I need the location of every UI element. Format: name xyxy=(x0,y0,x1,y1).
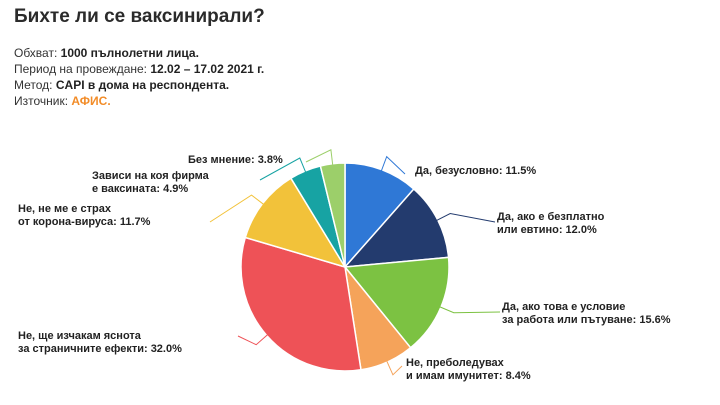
slice-label-line: Да, безусловно: 11.5% xyxy=(415,165,536,177)
meta-source-label: Източник: xyxy=(14,94,69,108)
leader-line-4 xyxy=(237,333,269,346)
meta-scope-label: Обхват: xyxy=(14,46,58,60)
slice-label-4: Не, ще изчакам яснота за страничните ефек… xyxy=(18,330,182,355)
slice-label-line: Не, преболедувах xyxy=(406,357,505,369)
slice-label-line: Зависи на коя фирма xyxy=(92,170,210,182)
slice-label-line: за страничните ефекти: 32.0% xyxy=(18,343,182,355)
slice-label-line: Без мнение: 3.8% xyxy=(188,154,283,166)
slice-label-line: от корона-вируса: 11.7% xyxy=(18,216,151,228)
meta-scope-value: 1000 пълнолетни лица. xyxy=(60,46,199,60)
meta-scope: Обхват: 1000 пълнолетни лица. xyxy=(14,45,264,61)
leader-line-1 xyxy=(435,212,496,223)
meta-method: Метод: CAPI в дома на респондента. xyxy=(14,77,264,93)
slice-label-7: Без мнение: 3.8% xyxy=(188,154,283,166)
meta-source-value: АФИС. xyxy=(71,94,111,108)
slice-label-0: Да, безусловно: 11.5% xyxy=(415,165,536,177)
meta-method-value: CAPI в дома на респондента. xyxy=(55,78,230,92)
leader-line-6 xyxy=(259,157,307,181)
survey-meta: Обхват: 1000 пълнолетни лица. Период на … xyxy=(14,45,264,109)
leader-line-5 xyxy=(209,194,265,223)
slice-label-line: или евтино: 12.0% xyxy=(497,224,597,236)
slice-label-line: Да, ако е безплатно xyxy=(497,211,605,223)
slice-label-line: Не, не ме е страх xyxy=(18,203,112,215)
slice-label-5: Не, не ме е страх от корона-вируса: 11.7% xyxy=(18,203,151,228)
meta-period: Период на провеждане: 12.02 – 17.02 2021… xyxy=(14,61,264,77)
slice-label-line: Не, ще изчакам яснота xyxy=(18,330,142,342)
meta-period-label: Период на провеждане: xyxy=(14,62,148,76)
leader-line-0 xyxy=(380,155,406,175)
leader-line-3 xyxy=(385,359,403,376)
leader-line-7 xyxy=(305,149,334,166)
slice-label-line: за работа или пътуване: 15.6% xyxy=(502,314,671,326)
meta-method-label: Метод: xyxy=(14,78,53,92)
meta-source: Източник: АФИС. xyxy=(14,93,264,109)
slice-label-line: Да, ако това е условие xyxy=(502,301,625,313)
slice-label-line: е ваксината: 4.9% xyxy=(92,183,188,195)
leader-line-2 xyxy=(438,306,501,314)
slice-label-6: Зависи на коя фирма е ваксината: 4.9% xyxy=(92,170,210,195)
slice-label-2: Да, ако това е условие за работа или пъту… xyxy=(502,301,671,326)
page-title: Бихте ли се ваксинирали? xyxy=(14,6,265,27)
slice-label-line: и имам имунитет: 8.4% xyxy=(406,370,531,382)
slice-label-3: Не, преболедувах и имам имунитет: 8.4% xyxy=(406,357,531,382)
meta-period-value: 12.02 – 17.02 2021 г. xyxy=(150,62,265,76)
slice-label-1: Да, ако е безплатно или евтино: 12.0% xyxy=(497,211,605,236)
